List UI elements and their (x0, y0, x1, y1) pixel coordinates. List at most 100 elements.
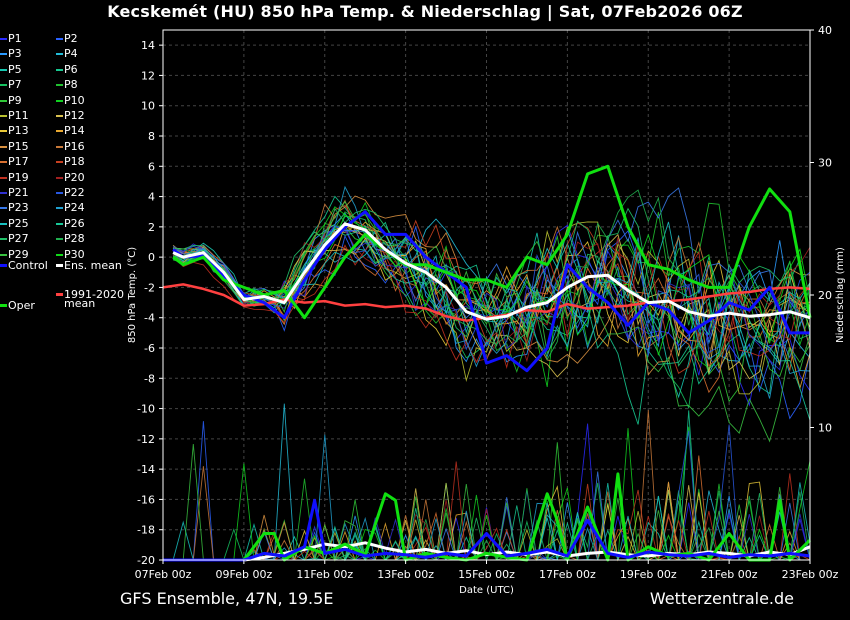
legend-label: P30 (64, 247, 85, 261)
y-right-tick-label: 10 (818, 422, 832, 435)
y-right-tick-label: 30 (818, 157, 832, 170)
main-lines (162, 164, 812, 562)
x-tick-label: 23Feb 00z (782, 568, 839, 581)
legend-label: Ens. mean (64, 259, 122, 272)
legend-label: P12 (64, 109, 85, 122)
legend-swatch (0, 115, 7, 117)
y-right-tick-label: 20 (818, 289, 832, 302)
legend-swatch (56, 99, 63, 102)
x-tick-label: 09Feb 00z (216, 568, 273, 581)
y-left-tick-label: 14 (141, 39, 155, 52)
legend-label: P10 (64, 93, 85, 107)
legend-label: P23 (8, 201, 29, 215)
legend-label: P21 (8, 186, 29, 199)
legend-label: P2 (64, 32, 78, 45)
legend-label: P14 (64, 124, 85, 138)
legend-swatch (0, 53, 7, 56)
legend-swatch (0, 238, 7, 241)
legend-swatch (56, 192, 63, 194)
legend-label: P1 (8, 32, 22, 45)
legend-swatch (56, 253, 63, 256)
legend-label: P11 (8, 109, 29, 122)
x-tick-label: 13Feb 00z (377, 568, 434, 581)
member-line-P24 (173, 185, 811, 399)
y-left-tick-label: 6 (148, 160, 155, 173)
legend-label: P26 (64, 216, 85, 230)
legend-swatch (56, 264, 63, 267)
legend-swatch (0, 145, 7, 148)
legend-swatch (56, 222, 63, 225)
legend-label: P17 (8, 155, 29, 169)
legend-swatch (0, 176, 7, 179)
legend-swatch (0, 99, 7, 102)
legend-swatch (0, 84, 7, 87)
y-right-axis-label: Niederschlag (mm) (835, 247, 846, 343)
legend-label: P27 (8, 232, 29, 246)
legend-swatch (0, 264, 7, 267)
legend-swatch (56, 207, 63, 210)
legend-label: P25 (8, 216, 29, 230)
legend-label: P5 (8, 62, 22, 76)
legend-swatch (56, 115, 63, 117)
y-left-tick-label: -16 (137, 493, 155, 506)
series-temp-oper (172, 164, 812, 320)
x-axis-label: Date (UTC) (459, 585, 514, 596)
legend-swatch (56, 68, 63, 71)
legend-label: P20 (64, 170, 85, 184)
legend-swatch (0, 253, 7, 256)
member-line-P17 (172, 243, 811, 394)
legend-swatch (56, 130, 63, 133)
axes: 14121086420-2-4-6-8-10-12-14-16-18-20102… (127, 24, 846, 596)
y-left-tick-label: -12 (137, 433, 155, 446)
y-left-tick-label: -2 (144, 281, 155, 294)
x-tick-label: 11Feb 00z (296, 568, 353, 581)
legend-label: P4 (64, 47, 78, 61)
legend-swatch (56, 238, 63, 241)
legend-label: P18 (64, 155, 85, 169)
legend-label: P16 (64, 139, 85, 153)
x-tick-label: 17Feb 00z (539, 568, 596, 581)
x-tick-label: 15Feb 00z (458, 568, 515, 581)
x-tick-label: 07Feb 00z (135, 568, 192, 581)
legend-swatch (0, 38, 7, 40)
y-right-tick-label: 40 (818, 24, 832, 37)
chart-title: Kecskemét (HU) 850 hPa Temp. & Niedersch… (107, 2, 743, 21)
legend-label: P19 (8, 170, 29, 184)
x-tick-label: 21Feb 00z (701, 568, 758, 581)
legend-swatch (56, 145, 63, 148)
series-temp-ens-mean (172, 222, 811, 321)
site-brand: Wetterzentrale.de (649, 589, 794, 608)
model-info: GFS Ensemble, 47N, 19.5E (120, 589, 334, 608)
legend-swatch (0, 222, 7, 225)
legend-label: P6 (64, 62, 78, 76)
legend-label: Oper (8, 299, 35, 312)
y-left-tick-label: -10 (137, 403, 155, 416)
legend-label: P13 (8, 124, 29, 138)
legend-swatch (0, 304, 7, 307)
series-temp-control (172, 210, 810, 373)
legend-label-clim-line2: mean (64, 297, 96, 310)
series-precip-control (163, 498, 811, 562)
x-tick-label: 19Feb 00z (620, 568, 677, 581)
y-left-tick-label: -4 (144, 312, 155, 325)
member-line-P16 (172, 199, 811, 349)
legend-label: P28 (64, 232, 85, 246)
legend-label: P9 (8, 93, 22, 107)
legend-label: P8 (64, 78, 78, 92)
legend-swatch (56, 293, 63, 296)
legend-swatch (0, 192, 7, 194)
y-left-tick-label: -14 (137, 463, 155, 476)
legend-label: P29 (8, 247, 29, 261)
y-left-axis-label: 850 hPa Temp. (°C) (127, 247, 138, 343)
member-line-P23 (172, 187, 811, 359)
legend-swatch (0, 161, 7, 164)
y-left-tick-label: 4 (148, 191, 155, 204)
legend-label: P24 (64, 201, 85, 215)
y-left-tick-label: -8 (144, 372, 155, 385)
legend-label: 1991-2020 (64, 288, 124, 301)
y-left-tick-label: 12 (141, 69, 155, 82)
y-left-tick-label: 8 (148, 130, 155, 143)
y-left-tick-label: 0 (148, 251, 155, 264)
legend-swatch (0, 130, 7, 133)
